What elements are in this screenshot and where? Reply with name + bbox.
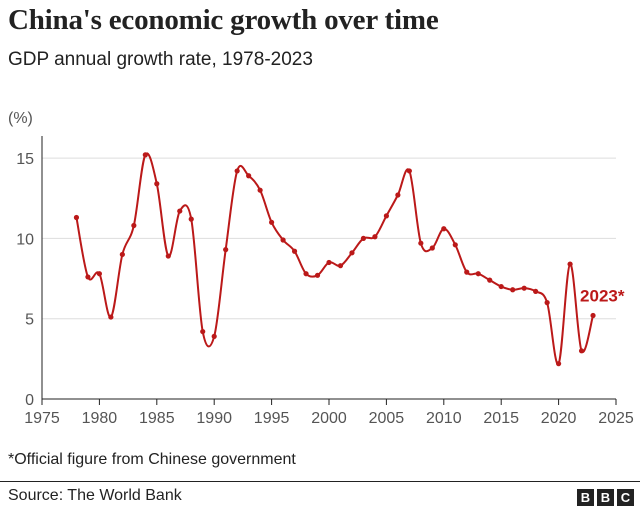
chart-title: China's economic growth over time xyxy=(8,4,439,36)
data-point xyxy=(154,181,160,187)
data-point xyxy=(406,168,412,174)
grid-lines xyxy=(42,157,616,320)
axes xyxy=(41,136,617,405)
y-tick-label: 0 xyxy=(25,392,34,409)
data-point xyxy=(464,269,470,275)
x-tick-label: 1975 xyxy=(24,410,60,427)
data-point xyxy=(326,259,332,266)
data-point xyxy=(223,247,229,253)
y-tick-label: 10 xyxy=(16,231,34,248)
data-point xyxy=(188,216,194,222)
data-point xyxy=(441,226,447,232)
data-point xyxy=(578,348,585,354)
data-point xyxy=(360,235,367,241)
data-point xyxy=(73,214,80,221)
data-point xyxy=(556,361,562,367)
data-point xyxy=(142,152,148,158)
data-point xyxy=(280,237,286,243)
data-point xyxy=(349,250,355,256)
data-point xyxy=(131,222,137,229)
data-point xyxy=(291,248,298,254)
chart-subtitle: GDP annual growth rate, 1978-2023 xyxy=(8,49,313,70)
data-point xyxy=(257,187,263,193)
data-point xyxy=(372,234,378,240)
data-point xyxy=(395,192,401,198)
x-tick-label: 2010 xyxy=(426,410,462,427)
x-tick-label: 2000 xyxy=(311,410,347,427)
data-point xyxy=(452,242,458,248)
x-tick-label: 2015 xyxy=(483,410,519,427)
bbc-logo-letter: C xyxy=(617,489,634,506)
data-point xyxy=(177,208,183,214)
x-tick-label: 2005 xyxy=(369,410,405,427)
annotation-label: 2023* xyxy=(580,286,625,305)
label-layer: (%) 0 5 10 15 1975 1980 1985 1990 1995 2000 2005 201… xyxy=(8,110,634,427)
data-point xyxy=(96,271,102,277)
data-point xyxy=(108,314,114,320)
x-tick-label: 1990 xyxy=(196,410,232,427)
data-point xyxy=(211,333,217,339)
data-point xyxy=(533,288,539,294)
data-point xyxy=(418,240,424,246)
x-tick-label: 1980 xyxy=(82,410,118,427)
data-point xyxy=(383,213,389,219)
x-tick-label: 1995 xyxy=(254,410,290,427)
data-point xyxy=(475,271,481,277)
y-unit-label: (%) xyxy=(8,110,33,127)
bbc-logo-letter: B xyxy=(597,489,614,506)
data-point xyxy=(234,168,240,174)
data-point xyxy=(269,219,275,225)
data-point xyxy=(487,277,493,283)
bbc-logo-letter: B xyxy=(577,489,594,506)
footnote: *Official figure from Chinese government xyxy=(8,451,296,468)
data-point xyxy=(521,285,527,291)
data-point xyxy=(510,287,516,293)
line-chart: (%) 0 5 10 15 1975 1980 1985 1990 1995 2000 2005 201… xyxy=(8,110,634,427)
y-tick-label: 5 xyxy=(25,312,34,329)
data-point xyxy=(544,300,550,306)
data-point xyxy=(165,253,171,259)
source-note: Source: The World Bank xyxy=(8,487,182,504)
bbc-logo: B B C xyxy=(577,489,634,506)
series-line xyxy=(75,152,595,365)
y-tick-label: 15 xyxy=(16,151,34,168)
data-point xyxy=(337,263,344,269)
data-point xyxy=(85,274,91,280)
series-layer xyxy=(73,152,596,367)
data-point xyxy=(567,261,573,267)
data-point xyxy=(246,173,252,179)
data-point xyxy=(314,272,321,278)
data-point xyxy=(429,245,435,251)
data-point xyxy=(119,251,125,258)
x-tick-label: 2025 xyxy=(598,410,634,427)
data-point xyxy=(200,328,206,335)
x-tick-label: 1985 xyxy=(139,410,175,427)
data-point xyxy=(498,283,504,290)
x-tick-label: 2020 xyxy=(541,410,577,427)
data-point xyxy=(303,271,309,277)
footer-divider xyxy=(0,481,640,482)
data-point xyxy=(590,312,596,319)
